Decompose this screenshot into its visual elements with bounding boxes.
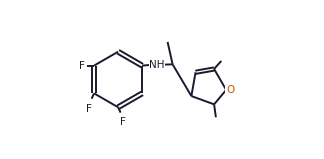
- Text: F: F: [120, 118, 126, 128]
- Text: O: O: [226, 85, 234, 95]
- Text: NH: NH: [149, 60, 165, 70]
- Text: F: F: [79, 61, 85, 71]
- Text: F: F: [86, 104, 92, 114]
